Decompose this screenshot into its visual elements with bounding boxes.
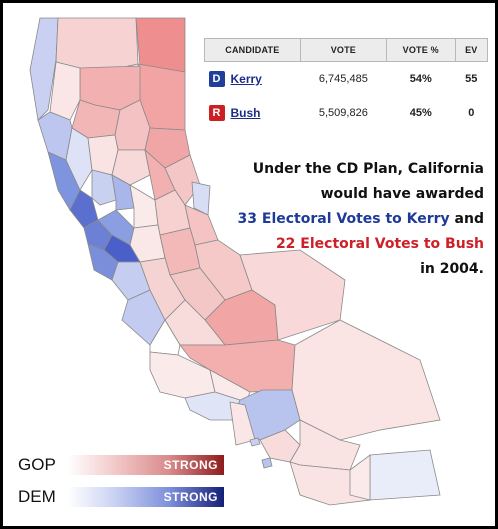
district-san-bernardino [291, 319, 441, 441]
header-candidate: CANDIDATE [204, 38, 301, 62]
pct-cell: 45% [409, 107, 432, 119]
ev-cell: 0 [468, 107, 475, 119]
note-line-3: 33 Electoral Votes to Kerry and [224, 207, 484, 232]
district-central-coast-2 [149, 319, 181, 356]
candidate-link-bush[interactable]: Bush [230, 106, 261, 120]
candidate-cell: D Kerry [205, 62, 301, 97]
header-vote-pct: VOTE % [386, 38, 456, 62]
district-bay-2 [91, 169, 117, 206]
bush-ev-text: 22 Electoral Votes to Bush [275, 236, 484, 252]
district-north-4 [49, 61, 81, 121]
legend-gop-strong: STRONG [163, 458, 218, 472]
district-sac-1 [111, 174, 135, 211]
district-far-north [55, 17, 139, 73]
channel-island [261, 457, 273, 469]
district-valley-3 [111, 149, 151, 186]
vote-cell: 6,745,485 [318, 73, 368, 85]
pct-cell: 54% [409, 73, 432, 85]
legend-gop-label: GOP [18, 455, 56, 474]
table-row: D Kerry 6,745,485 54% 55 [205, 62, 488, 97]
results-table: CANDIDATE VOTE VOTE % EV D Kerry 6,745,48… [204, 38, 489, 130]
header-ev: EV [454, 38, 489, 62]
district-sierra-2 [164, 154, 201, 206]
ev-cell: 55 [465, 73, 478, 85]
district-imperial [369, 449, 441, 501]
note-line-1: Under the CD Plan, California [252, 161, 484, 177]
republican-badge: R [208, 105, 225, 121]
legend-gop-gradient: STRONG [68, 455, 224, 475]
district-northeast [135, 17, 186, 73]
district-san-diego-2 [349, 454, 371, 501]
legend-dem-label: DEM [18, 487, 56, 506]
table-row: R Bush 5,509,826 45% 0 [205, 96, 488, 130]
vote-cell: 5,509,826 [318, 107, 368, 119]
kerry-ev-text: 33 Electoral Votes to Kerry [237, 211, 450, 227]
district-bay-1 [69, 189, 99, 229]
channel-island-2 [249, 437, 261, 447]
legend-dem-strong: STRONG [163, 490, 218, 504]
democrat-badge: D [208, 71, 225, 87]
header-vote: VOTE [299, 38, 388, 62]
note-and: and [449, 211, 484, 227]
cd-plan-note: Under the CD Plan, California would have… [224, 157, 484, 282]
district-inyo [239, 249, 346, 341]
note-line-2: would have awarded [320, 186, 484, 202]
district-valley-1 [65, 127, 93, 191]
candidate-cell: R Bush [205, 96, 301, 130]
legend-gop: GOP STRONG [18, 454, 224, 476]
legend-dem: DEM STRONG [18, 486, 224, 508]
legend-dem-gradient: STRONG [68, 487, 224, 507]
district-coast-2 [37, 111, 73, 161]
candidate-link-kerry[interactable]: Kerry [230, 72, 262, 86]
note-line-5: in 2004. [420, 261, 484, 277]
